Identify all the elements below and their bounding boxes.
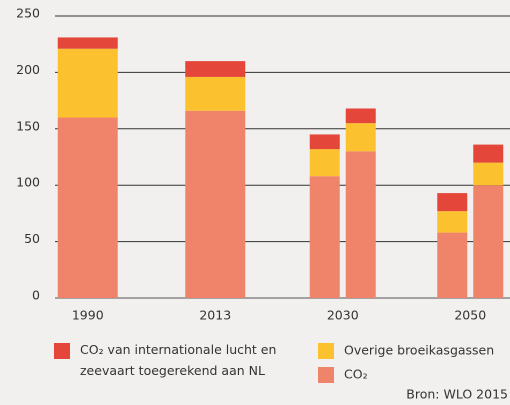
legend-line: CO₂ van internationale lucht en — [80, 342, 276, 357]
x-tick-label: 1990 — [72, 308, 104, 323]
source: Bron: WLO 2015 — [406, 387, 508, 402]
x-tick-label: 2013 — [199, 308, 231, 323]
x-tick-label: 2030 — [327, 308, 359, 323]
bar-segment — [473, 162, 504, 186]
bar-segment — [473, 185, 504, 298]
legend-line: zeevaart toegerekend aan NL — [80, 363, 265, 378]
legend-label: Overige broeikasgassen — [344, 343, 494, 358]
y-tick-label: 50 — [24, 231, 40, 246]
bar-segment — [185, 61, 246, 77]
y-tick-label: 150 — [16, 118, 40, 133]
bar-segment — [473, 144, 504, 163]
bar-segment — [309, 134, 340, 150]
bar-segment — [185, 110, 246, 298]
bar-segment — [57, 48, 118, 118]
bar-segment — [437, 232, 468, 298]
legend-swatch — [54, 343, 70, 359]
bar-segment — [345, 123, 376, 152]
y-tick-label: 100 — [16, 175, 40, 190]
bar-segment — [185, 76, 246, 111]
legend-label: CO₂ — [344, 367, 368, 382]
legend-label: CO₂ van internationale lucht en zeevaart … — [80, 342, 276, 378]
bar-segment — [57, 37, 118, 49]
bar-segment — [57, 117, 118, 299]
bar-segment — [345, 108, 376, 124]
bar-segment — [437, 193, 468, 212]
legend-swatch — [318, 367, 334, 383]
bar-segment — [437, 211, 468, 233]
y-tick-label: 250 — [16, 6, 40, 21]
bar-segment — [309, 149, 340, 177]
bar-segment — [309, 176, 340, 298]
y-tick-label: 0 — [32, 288, 40, 303]
x-tick-label: 2050 — [454, 308, 486, 323]
y-tick-label: 200 — [16, 62, 40, 77]
legend-swatch — [318, 343, 334, 359]
bar-segment — [345, 151, 376, 298]
